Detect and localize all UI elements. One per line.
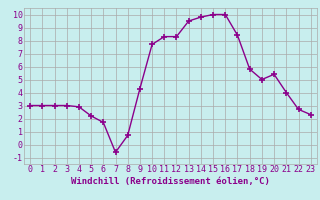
- X-axis label: Windchill (Refroidissement éolien,°C): Windchill (Refroidissement éolien,°C): [71, 177, 270, 186]
